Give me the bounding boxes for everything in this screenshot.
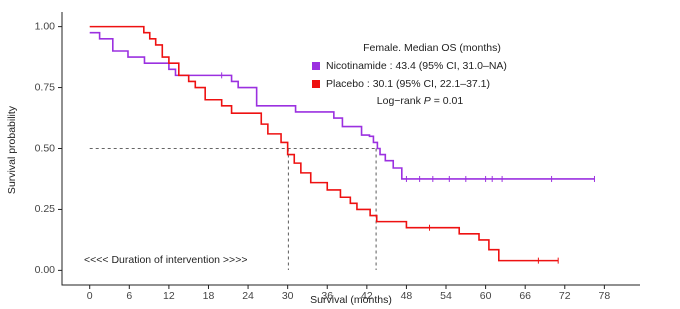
- x-tick-label: 0: [87, 290, 93, 302]
- test-text: P: [424, 95, 431, 107]
- x-tick-label: 54: [440, 290, 452, 302]
- x-tick-label: 48: [401, 290, 413, 302]
- legend-swatch: [312, 80, 320, 88]
- survival-curve: [89, 25, 559, 262]
- legend-title: Female. Median OS (months): [363, 42, 501, 54]
- y-tick-label: 1.00: [35, 20, 56, 32]
- x-tick-label: 18: [203, 290, 215, 302]
- x-tick-label: 66: [519, 290, 531, 302]
- x-tick-label: 60: [480, 290, 492, 302]
- x-tick-label: 78: [599, 290, 611, 302]
- x-tick-label: 36: [321, 290, 333, 302]
- survival-curve: [89, 31, 595, 180]
- x-tick-label: 12: [163, 290, 175, 302]
- axes: [61, 12, 640, 286]
- x-tick-label: 6: [126, 290, 132, 302]
- test-text: = 0.01: [431, 95, 464, 107]
- x-tick-label: 24: [242, 290, 254, 302]
- test-text: Log−rank: [377, 95, 424, 107]
- y-tick-label: 0.50: [35, 142, 56, 154]
- legend-swatch: [312, 62, 320, 70]
- y-tick-label: 0.00: [35, 264, 56, 276]
- test-result: Log−rank P = 0.01: [377, 95, 464, 107]
- y-tick-label: 0.25: [35, 203, 56, 215]
- x-tick-label: 72: [559, 290, 571, 302]
- x-tick-label: 30: [282, 290, 294, 302]
- x-tick-label: 42: [361, 290, 373, 302]
- y-axis-title: Survival probability: [6, 105, 18, 194]
- y-tick-label: 0.75: [35, 81, 56, 93]
- x-axis-title: Survival (months): [310, 294, 392, 306]
- annotation: <<<< Duration of intervention >>>>: [84, 254, 247, 266]
- legend-label: Placebo : 30.1 (95% CI, 22.1–37.1): [326, 78, 490, 90]
- legend-label: Nicotinamide : 43.4 (95% CI, 31.0–NA): [326, 60, 507, 72]
